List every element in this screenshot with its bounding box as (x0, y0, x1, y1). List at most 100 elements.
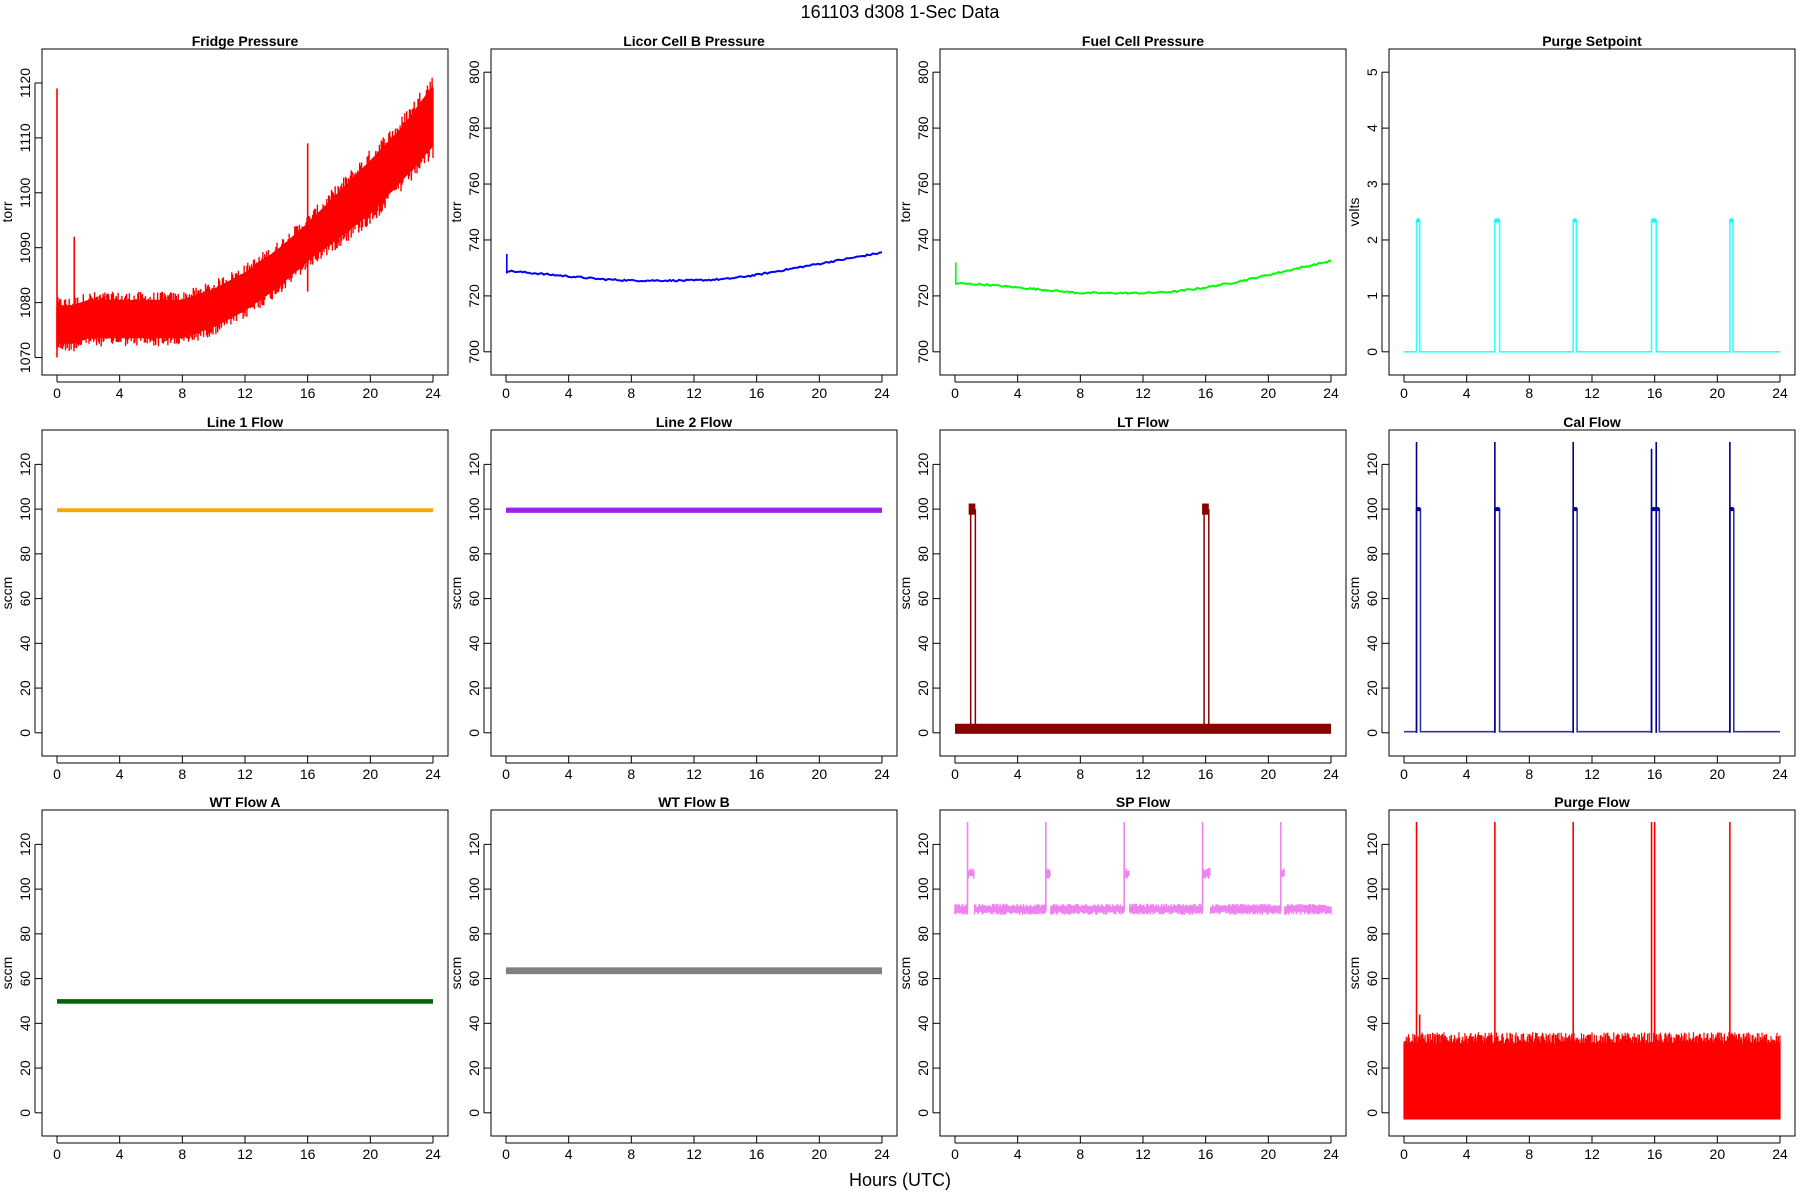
y-tick-label: 780 (466, 116, 482, 140)
y-tick-label: 80 (17, 926, 33, 942)
x-tick-label: 4 (116, 1146, 124, 1162)
series-band (506, 507, 882, 513)
noise-core (57, 85, 433, 344)
y-tick-label: 120 (1364, 832, 1380, 856)
x-tick-label: 12 (1584, 1146, 1600, 1162)
x-tick-label: 16 (1198, 766, 1214, 782)
x-tick-label: 24 (874, 1146, 890, 1162)
x-tick-label: 0 (502, 385, 510, 401)
plot-frame (490, 48, 898, 376)
panel-0: Fridge Pressure torr 0 4 8 12 16 20 24 1070 1080 10… (0, 33, 449, 401)
x-tick-label: 16 (1647, 766, 1663, 782)
y-tick-label: 60 (466, 591, 482, 607)
y-tick-label: 1090 (17, 232, 33, 263)
x-tick-label: 24 (1772, 1146, 1788, 1162)
x-tick-label: 20 (1710, 766, 1726, 782)
y-axis-label: sccm (0, 957, 15, 990)
x-tick-label: 8 (178, 385, 186, 401)
y-tick-label: 20 (466, 680, 482, 696)
y-tick-label: 0 (1364, 729, 1380, 737)
series-band (954, 867, 1332, 915)
x-tick-label: 20 (363, 385, 379, 401)
plot-frame (1388, 48, 1796, 376)
y-tick-label: 740 (466, 228, 482, 252)
series-band (57, 508, 433, 513)
y-axis-label: sccm (1346, 957, 1362, 990)
y-tick-label: 760 (466, 172, 482, 196)
plot-frame (41, 429, 449, 757)
series-band (57, 999, 433, 1004)
y-axis-label: sccm (0, 577, 15, 610)
pulse-plateau (1494, 507, 1500, 512)
x-tick-label: 20 (1710, 385, 1726, 401)
y-tick-label: 120 (17, 832, 33, 856)
x-tick-label: 4 (1014, 385, 1022, 401)
panel-title: Fridge Pressure (192, 33, 299, 49)
x-tick-label: 24 (1323, 766, 1339, 782)
x-tick-label: 8 (1525, 1146, 1533, 1162)
x-tick-label: 16 (1198, 385, 1214, 401)
y-tick-label: 80 (1364, 546, 1380, 562)
x-tick-label: 8 (178, 766, 186, 782)
plot-frame (490, 429, 898, 757)
y-tick-label: 100 (466, 497, 482, 521)
y-tick-label: 60 (915, 971, 931, 987)
y-tick-label: 100 (915, 497, 931, 521)
x-tick-label: 0 (502, 1146, 510, 1162)
panel-7: Cal Flow sccm 0 4 8 12 16 20 24 0 20 40 60 80 100 120 (1346, 414, 1796, 782)
x-tick-label: 4 (1014, 1146, 1022, 1162)
series-4 (57, 508, 433, 513)
x-tick-label: 8 (1525, 385, 1533, 401)
pulse-plateau (968, 503, 976, 515)
y-axis-label: sccm (448, 957, 464, 990)
x-tick-label: 20 (812, 1146, 828, 1162)
plot-frame (41, 809, 449, 1137)
panel-11: Purge Flow sccm 0 4 8 12 16 20 24 0 20 40 60 80 100 120 (1346, 794, 1796, 1162)
y-tick-label: 800 (915, 60, 931, 84)
series-1 (505, 251, 883, 283)
x-tick-label: 20 (1261, 766, 1277, 782)
x-tick-label: 16 (749, 1146, 765, 1162)
y-tick-label: 3 (1364, 180, 1380, 188)
x-tick-label: 0 (53, 1146, 61, 1162)
series-band (506, 967, 882, 975)
y-tick-label: 1070 (17, 342, 33, 373)
panel-5: Line 2 Flow sccm 0 4 8 12 16 20 24 0 20 40 60 80 100 12… (448, 414, 898, 782)
panel-1: Licor Cell B Pressure torr 0 4 8 12 16 20 24 700 7… (448, 33, 898, 401)
x-tick-label: 16 (1647, 1146, 1663, 1162)
y-axis-label: sccm (897, 957, 913, 990)
series-3 (1404, 218, 1780, 353)
y-tick-label: 100 (17, 497, 33, 521)
x-tick-label: 16 (300, 766, 316, 782)
y-tick-label: 0 (466, 1109, 482, 1117)
y-axis-label: torr (0, 201, 15, 222)
series-0 (56, 77, 434, 358)
y-tick-label: 40 (17, 1015, 33, 1031)
x-tick-label: 24 (425, 1146, 441, 1162)
x-tick-label: 12 (1135, 385, 1151, 401)
y-tick-label: 20 (17, 680, 33, 696)
x-tick-label: 12 (686, 1146, 702, 1162)
y-tick-label: 1120 (17, 68, 33, 98)
x-tick-label: 4 (1463, 385, 1471, 401)
y-tick-label: 100 (1364, 877, 1380, 901)
x-tick-label: 12 (686, 385, 702, 401)
x-tick-label: 4 (565, 766, 573, 782)
y-tick-label: 100 (1364, 497, 1380, 521)
panel-6: LT Flow sccm 0 4 8 12 16 20 24 0 20 40 60 80 100 120 (897, 414, 1347, 782)
x-tick-label: 12 (237, 1146, 253, 1162)
y-tick-label: 120 (466, 452, 482, 476)
x-tick-label: 24 (1772, 766, 1788, 782)
x-tick-label: 20 (812, 385, 828, 401)
x-tick-label: 24 (425, 766, 441, 782)
y-tick-label: 20 (1364, 1060, 1380, 1076)
panel-title: Line 2 Flow (656, 414, 732, 430)
x-tick-label: 24 (1772, 385, 1788, 401)
y-tick-label: 4 (1364, 124, 1380, 132)
x-tick-label: 20 (1261, 385, 1277, 401)
x-tick-label: 20 (363, 1146, 379, 1162)
x-tick-label: 16 (300, 385, 316, 401)
x-tick-label: 24 (874, 766, 890, 782)
series-noise (1403, 1032, 1781, 1120)
